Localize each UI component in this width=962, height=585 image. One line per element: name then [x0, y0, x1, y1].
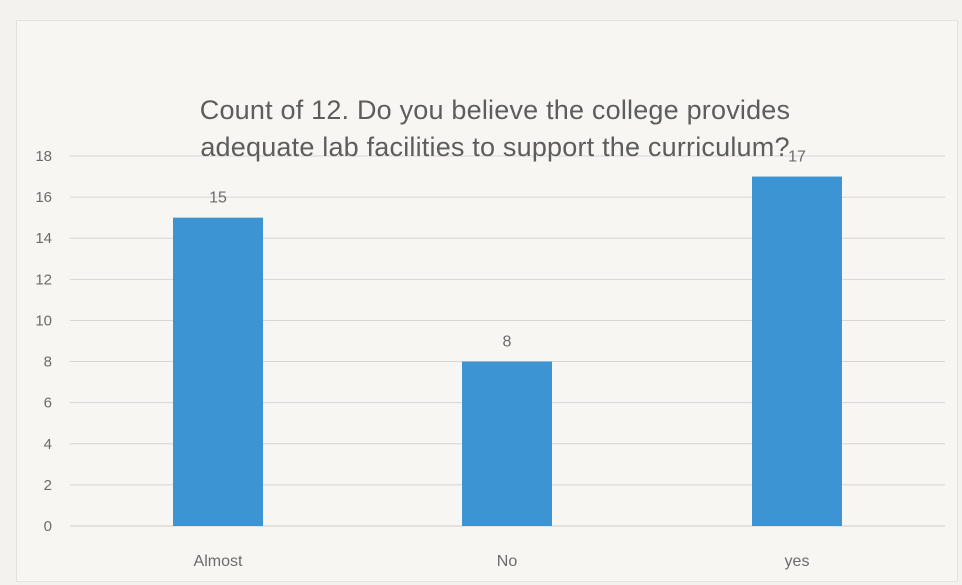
y-tick-label-12: 12: [35, 271, 52, 288]
x-tick-label-almost: Almost: [194, 553, 243, 570]
data-label-no: 8: [503, 334, 512, 351]
bar-almost: [173, 217, 263, 526]
y-tick-label-10: 10: [35, 312, 52, 329]
y-tick-label-4: 4: [44, 436, 52, 453]
x-tick-label-yes: yes: [785, 553, 810, 570]
chart-title-line-1: Count of 12. Do you believe the college …: [199, 95, 791, 125]
chart-title: Count of 12. Do you believe the college …: [0, 92, 962, 166]
data-label-almost: 15: [209, 190, 227, 207]
bar-no: [462, 361, 552, 526]
data-label-yes: 17: [788, 149, 806, 166]
y-tick-label-8: 8: [44, 354, 52, 371]
x-tick-label-no: No: [497, 553, 518, 570]
y-tick-label-0: 0: [44, 518, 52, 535]
y-tick-label-16: 16: [35, 189, 52, 206]
bar-yes: [752, 176, 842, 527]
y-tick-label-18: 18: [35, 148, 52, 165]
y-tick-label-2: 2: [44, 477, 52, 494]
chart-title-line-2: adequate lab facilities to support the c…: [200, 132, 790, 162]
y-tick-label-14: 14: [35, 230, 52, 247]
y-tick-label-6: 6: [44, 395, 52, 412]
